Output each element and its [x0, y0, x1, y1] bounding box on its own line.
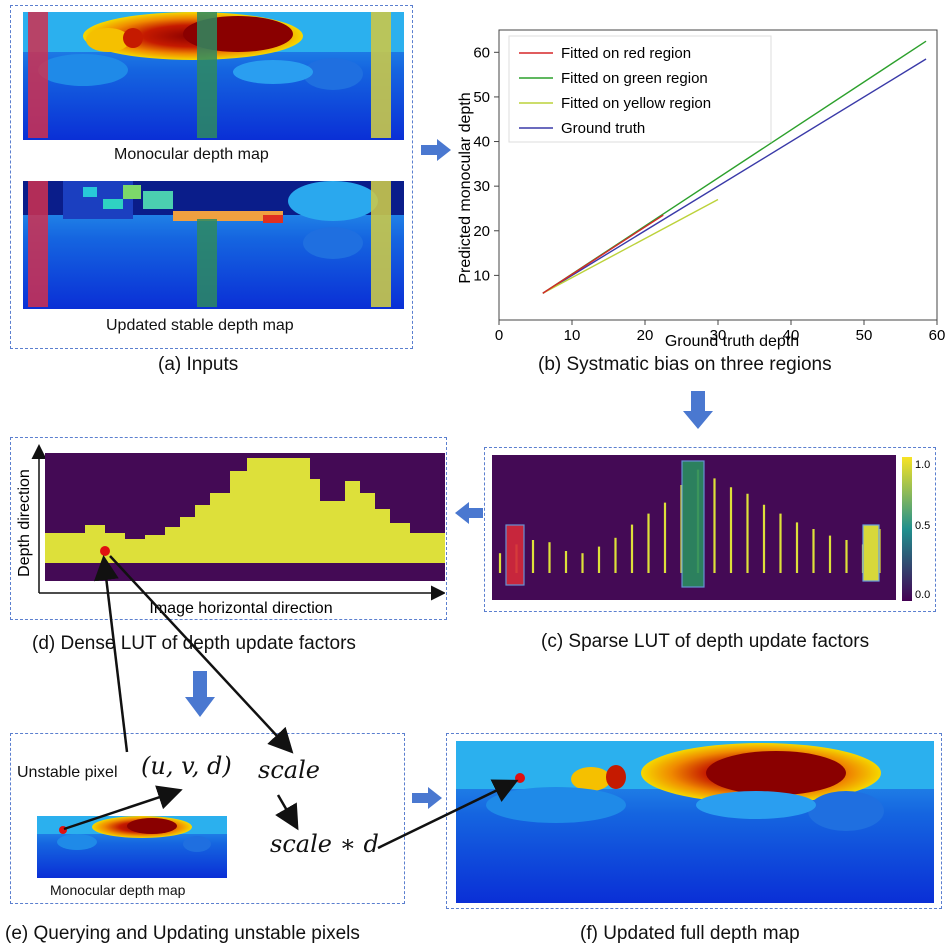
- dense-lut-x-label: Image horizontal direction: [149, 600, 332, 617]
- updated-stable-depth-map-label: Updated stable depth map: [106, 317, 294, 334]
- monocular-depth-map-a: [23, 12, 404, 140]
- chart-plot-area: [498, 29, 938, 321]
- arrow-right-icon: [412, 787, 442, 809]
- chart-xlabel: Ground truth depth: [665, 333, 799, 350]
- updated-full-depth-map: [456, 741, 934, 903]
- legend-label: Fitted on yellow region: [561, 95, 711, 112]
- colorbar-tick-1: 1.0: [915, 459, 930, 471]
- panel-e-caption: (e) Querying and Updating unstable pixel…: [5, 923, 360, 944]
- x-tick-label: 10: [564, 327, 581, 344]
- x-tick-label: 20: [637, 327, 654, 344]
- y-tick-label: 50: [473, 89, 490, 106]
- arrow-left-icon: [455, 502, 483, 524]
- panel-b-caption: (b) Systmatic bias on three regions: [538, 354, 832, 375]
- colorbar-tick-05: 0.5: [915, 520, 930, 532]
- y-tick-label: 60: [473, 44, 490, 61]
- x-tick-label: 60: [929, 327, 946, 344]
- y-tick-label: 20: [473, 223, 490, 240]
- legend-label: Fitted on red region: [561, 45, 691, 62]
- series-line-ground-truth: [542, 58, 927, 294]
- x-tick-label: 50: [856, 327, 873, 344]
- arrow-right-icon: [421, 139, 451, 161]
- arrow-down-icon: [185, 671, 215, 717]
- series-line-fitted-on-yellow-region: [542, 198, 719, 294]
- y-tick-label: 40: [473, 134, 490, 151]
- x-tick-label: 40: [783, 327, 800, 344]
- x-tick-label: 0: [495, 327, 503, 344]
- legend-label: Fitted on green region: [561, 70, 708, 87]
- series-line-fitted-on-red-region: [542, 214, 664, 294]
- legend-label: Ground truth: [561, 120, 645, 137]
- arrow-down-icon: [683, 391, 713, 429]
- monocular-depth-map-label: Monocular depth map: [114, 146, 269, 163]
- panel-c-frame: [484, 447, 936, 612]
- y-tick-label: 10: [473, 267, 490, 284]
- panel-f-caption: (f) Updated full depth map: [580, 923, 800, 944]
- uvd-formula: (u, v, d): [141, 752, 232, 780]
- x-tick-label: 30: [710, 327, 727, 344]
- monocular-depth-map-small: [37, 816, 227, 878]
- bias-line-chart: 0 10 20 30 40 50 60 10 20 30 40 50 60 Fitted on red …: [457, 29, 946, 350]
- panel-a-frame: [10, 5, 413, 349]
- dense-lut-y-label: Depth direction: [16, 469, 33, 577]
- colorbar-tick-0: 0.0: [915, 589, 930, 601]
- dense-lut-plot: Depth direction Image horizontal directi…: [16, 444, 445, 617]
- scale-times-d-formula: scale ∗ d: [270, 830, 379, 858]
- panel-c-caption: (c) Sparse LUT of depth update factors: [541, 631, 870, 652]
- panel-a-caption: (a) Inputs: [158, 354, 239, 375]
- scale-formula: scale: [258, 756, 320, 784]
- monocular-depth-map-small-label: Monocular depth map: [50, 882, 186, 898]
- chart-ylabel: Predicted monocular depth: [457, 92, 474, 283]
- sparse-lut-plot: 1.0 0.5 0.0: [492, 455, 930, 601]
- y-tick-label: 30: [473, 178, 490, 195]
- unstable-pixel-label: Unstable pixel: [17, 764, 118, 781]
- updated-stable-depth-map: [23, 181, 404, 309]
- panel-d-caption: (d) Dense LUT of depth update factors: [32, 633, 356, 654]
